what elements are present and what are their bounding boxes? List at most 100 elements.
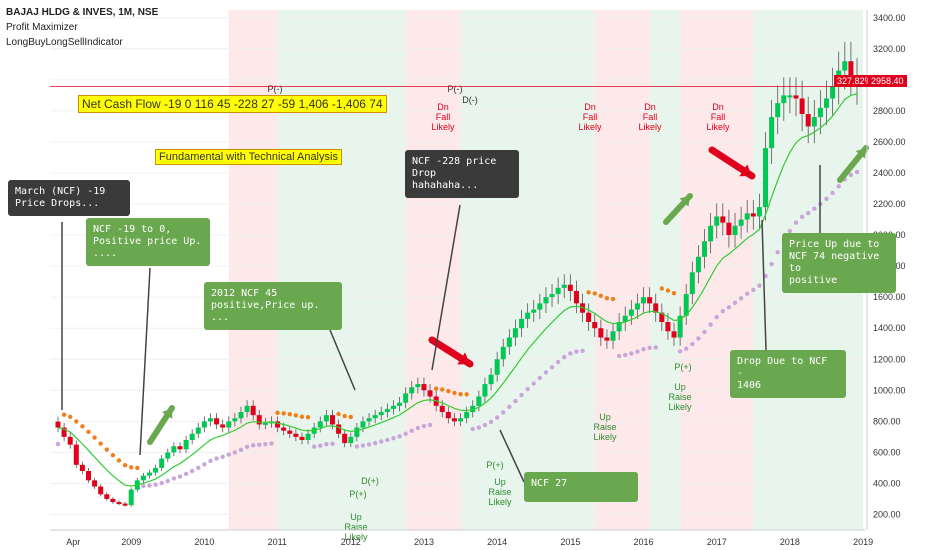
trailing-stop-dot [684,346,689,351]
candle-body [421,384,427,391]
candle-body [586,312,592,322]
trailing-stop-dot [330,441,335,447]
candle-body [848,61,854,77]
trailing-stop-dot [391,436,396,441]
candle-body [177,446,183,450]
x-tick-label: Apr [66,537,80,547]
callout-ncf-1406: Drop Due to NCF - 1406 [730,350,846,398]
trailing-stop-dot [635,349,640,354]
trailing-stop-dot [55,441,61,447]
trailing-stop-dot [830,190,835,196]
callout-march-ncf: March (NCF) -19 Price Drops... [8,180,130,216]
y-tick-label: 3200.00 [873,44,906,54]
trailing-stop-dot [250,443,256,448]
trailing-stop-dot [720,308,726,314]
trailing-stop-dot [257,442,262,447]
candle-body [512,328,518,338]
trailing-stop-dot [446,388,451,394]
trailing-stop-dot [494,415,500,420]
candle-body [702,241,708,257]
trailing-stop-dot [305,414,311,420]
candle-body [73,444,79,465]
candle-body [79,464,85,472]
candle-body [415,384,421,388]
trailing-stop-dot [726,305,732,310]
dn-fall-likely-label: Dn [644,102,656,112]
candle-body [85,471,91,481]
dn-fall-likely-label: Fall [436,112,451,122]
trailing-stop-dot [244,444,250,450]
candle-body [610,331,616,341]
up-raise-likely-label: Up [494,477,506,487]
candle-body [409,387,415,394]
trailing-stop-dot [263,442,268,447]
candle-body [165,452,171,459]
trailing-stop-dot [641,346,646,352]
candle-body [653,303,659,313]
p-plus-label: P(+) [486,460,503,470]
down-arrow-icon [739,164,752,177]
trailing-stop-dot [135,465,140,471]
trailing-stop-dot [543,370,549,375]
x-tick-label: 2017 [707,537,727,547]
x-tick-label: 2018 [780,537,800,547]
candle-body [756,207,762,217]
trailing-stop-dot [202,462,207,467]
trailing-stop-dot [787,228,793,234]
candle-body [372,415,378,419]
callout-2012-ncf: 2012 NCF 45 positive,Price up. ... [204,282,342,330]
trailing-stop-dot [287,411,292,417]
candle-body [116,502,122,505]
candle-body [171,446,177,453]
dn-fall-likely-label: Dn [437,102,449,112]
candle-body [555,287,561,295]
trailing-stop-dot [348,414,353,420]
dn-fall-likely-label: Fall [583,112,598,122]
indicator-profit-maximizer: Profit Maximizer [6,22,78,33]
trailing-stop-dot [488,419,494,425]
up-raise-likely-label: Likely [593,432,617,442]
trailing-stop-dot [659,286,665,291]
candle-body [525,312,531,319]
candle-body [500,346,506,360]
trailing-stop-dot [507,404,512,410]
dn-fall-likely-label: Likely [578,122,602,132]
trailing-stop-dot [806,210,811,216]
candle-body [159,458,165,468]
candle-body [360,421,366,428]
y-tick-label: 2200.00 [873,199,906,209]
candle-body [689,272,695,295]
up-arrow-icon [855,148,866,159]
trailing-stop-dot [324,442,329,447]
indicator-long-buy-long-sell: LongBuyLongSellIndicator [6,37,123,48]
y-tick-label: 600.00 [873,447,901,457]
up-raise-likely-label: Likely [488,497,512,507]
up-arrow-icon [162,408,173,419]
dn-fall-likely-label: Likely [431,122,455,132]
trailing-stop-dot [128,465,134,470]
trailing-stop-dot [482,422,488,428]
trailing-stop-dot [592,291,597,296]
trailing-stop-dot [854,169,860,175]
trailing-stop-dot [171,476,177,481]
trailing-stop-dot [610,296,616,302]
trailing-stop-dot [690,341,695,347]
x-tick-label: 2016 [634,537,654,547]
y-tick-label: 1200.00 [873,354,906,364]
callout-pointer [499,429,525,483]
chart-title: BAJAJ HLDG & INVES, 1M, NSE [6,7,159,18]
trailing-stop-dot [513,398,518,404]
y-tick-label: 2400.00 [873,168,906,178]
candle-body [439,405,445,413]
trailing-stop-dot [568,351,573,356]
callout-ncf-27: NCF 27 [524,472,638,502]
trailing-stop-dot [501,410,506,415]
trailing-stop-dot [616,353,622,359]
candle-body [744,213,750,220]
trailing-stop-dot [232,450,238,455]
trailing-stop-dot [458,391,463,397]
trailing-stop-dot [824,196,829,202]
x-tick-label: 2011 [268,537,287,547]
candle-body [403,393,409,403]
